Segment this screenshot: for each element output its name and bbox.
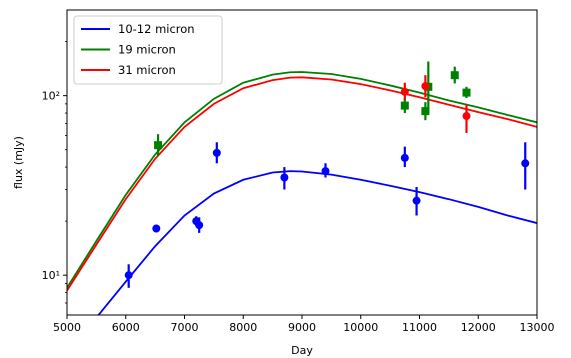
data-point-19-micron <box>154 141 163 150</box>
data-point-10-12-micron <box>412 196 421 205</box>
y-axis-label: flux (mJy) <box>12 136 25 189</box>
legend: 10-12 micron 19 micron 31 micron <box>73 15 223 85</box>
data-point-19-micron <box>421 107 430 116</box>
model-curve-10-12-micron <box>97 170 537 315</box>
x-tick-label: 9000 <box>288 321 316 334</box>
data-point-19-micron <box>450 71 459 80</box>
y-tick-label: 10¹ <box>42 269 60 282</box>
data-point-10-12-micron <box>521 159 530 168</box>
data-point-19-micron <box>400 101 409 110</box>
model-curve-31-micron <box>67 76 537 292</box>
model-curves <box>67 71 537 315</box>
x-tick-label: 8000 <box>229 321 257 334</box>
model-curve-19-micron <box>67 71 537 289</box>
x-tick-label: 5000 <box>53 321 81 334</box>
data-point-10-12-micron <box>152 224 161 233</box>
data-point-31-micron <box>421 82 430 91</box>
legend-label: 31 micron <box>118 63 176 77</box>
legend-label: 19 micron <box>118 43 176 57</box>
data-point-10-12-micron <box>195 221 204 230</box>
x-tick-label: 6000 <box>112 321 140 334</box>
x-tick-label: 11000 <box>402 321 437 334</box>
data-point-31-micron <box>400 87 409 96</box>
data-point-31-micron <box>462 112 471 121</box>
data-point-10-12-micron <box>124 271 133 280</box>
legend-box <box>73 15 223 85</box>
data-point-10-12-micron <box>321 167 330 176</box>
data-point-10-12-micron <box>400 153 409 162</box>
data-points <box>124 61 530 288</box>
data-point-10-12-micron <box>280 173 289 182</box>
legend-label: 10-12 micron <box>118 22 195 36</box>
x-tick-label: 12000 <box>461 321 496 334</box>
x-tick-label: 10000 <box>343 321 378 334</box>
data-point-10-12-micron <box>212 148 221 157</box>
axis-ticks: 5000 6000 7000 8000 9000 10000 11000 12000 13000… <box>42 41 555 334</box>
y-tick-label: 10² <box>42 90 60 103</box>
x-tick-label: 7000 <box>171 321 199 334</box>
data-point-19-micron <box>462 88 471 97</box>
x-tick-label: 13000 <box>520 321 555 334</box>
x-axis-label: Day <box>291 344 313 357</box>
